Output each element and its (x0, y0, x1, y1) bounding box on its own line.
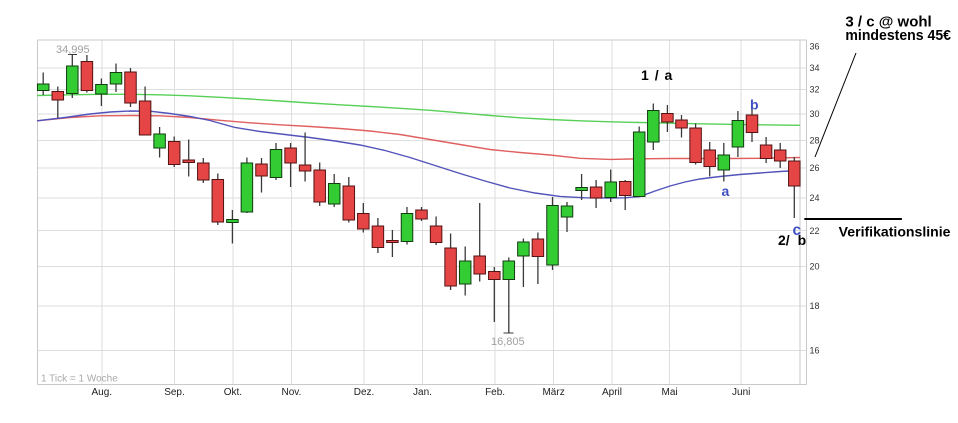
svg-text:Sep.: Sep. (164, 387, 185, 398)
svg-text:22: 22 (810, 226, 820, 236)
svg-text:Aug.: Aug. (92, 387, 113, 398)
svg-text:20: 20 (810, 262, 820, 272)
svg-text:16: 16 (810, 346, 820, 356)
svg-text:Verifikationslinie: Verifikationslinie (839, 224, 951, 240)
svg-text:Feb.: Feb. (485, 387, 505, 398)
svg-text:Nov.: Nov. (281, 387, 301, 398)
svg-text:Okt.: Okt. (224, 387, 242, 398)
svg-text:34: 34 (810, 63, 820, 73)
svg-text:1 Tick = 1 Woche: 1 Tick = 1 Woche (41, 374, 118, 385)
svg-text:3 / c @ wohl: 3 / c @ wohl (845, 14, 931, 31)
svg-text:Dez.: Dez. (354, 387, 375, 398)
svg-text:mindestens 45€: mindestens 45€ (845, 27, 951, 44)
svg-text:36: 36 (810, 42, 820, 52)
svg-text:34,995: 34,995 (56, 44, 90, 56)
svg-text:b: b (798, 232, 807, 248)
svg-text:1 / a: 1 / a (641, 67, 673, 83)
svg-text:März: März (542, 387, 564, 398)
svg-text:Jan.: Jan. (413, 387, 432, 398)
svg-text:Juni: Juni (732, 387, 750, 398)
svg-text:b: b (750, 97, 759, 113)
svg-text:32: 32 (810, 85, 820, 95)
svg-text:24: 24 (810, 193, 820, 203)
svg-text:26: 26 (810, 163, 820, 173)
svg-text:a: a (722, 183, 730, 199)
svg-text:16,805: 16,805 (491, 336, 525, 348)
svg-text:2/: 2/ (778, 232, 790, 248)
svg-text:30: 30 (810, 109, 820, 119)
svg-text:April: April (602, 387, 622, 398)
svg-text:Mai: Mai (662, 387, 678, 398)
svg-text:c: c (793, 222, 802, 239)
svg-text:18: 18 (810, 301, 820, 311)
svg-text:28: 28 (810, 136, 820, 146)
